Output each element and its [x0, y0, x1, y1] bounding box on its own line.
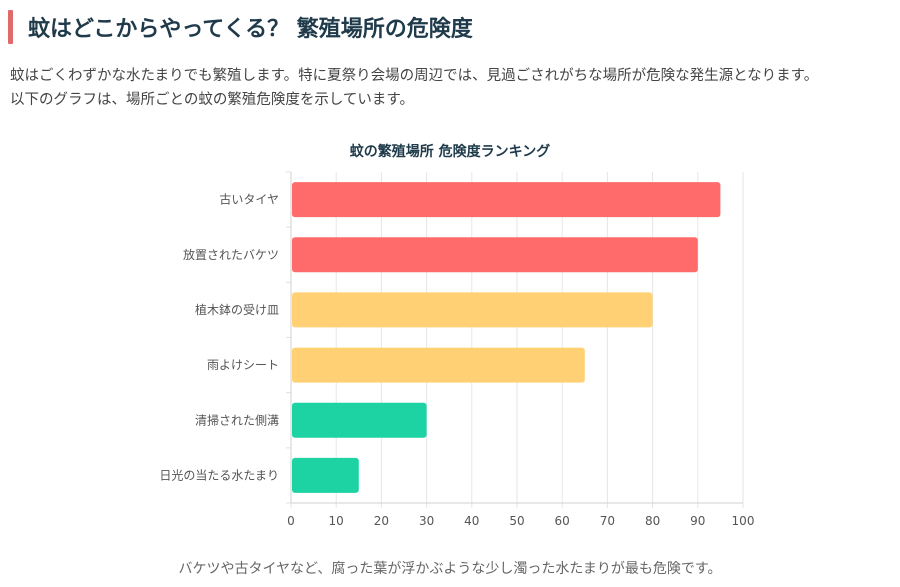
bars [292, 182, 721, 493]
bar-3 [292, 292, 653, 328]
x-tick-label: 100 [732, 514, 755, 528]
x-tick-label: 50 [509, 514, 524, 528]
axes [286, 171, 743, 504]
grid-lines [290, 172, 744, 508]
x-tick-label: 0 [287, 514, 295, 528]
bar-1 [292, 182, 721, 218]
x-tick-label: 70 [600, 514, 615, 528]
x-tick-label: 60 [555, 514, 570, 528]
x-tick-label: 80 [645, 514, 660, 528]
bar-4 [292, 347, 585, 383]
category-label: 放置されたバケツ [183, 247, 279, 262]
category-label: 雨よけシート [207, 358, 279, 372]
bar-5 [292, 402, 427, 438]
chart-caption: バケツや古タイヤなど、腐った葉が浮かぶような少し濁った水たまりが最も危険です。 [178, 561, 722, 577]
page-title: 蚊はどこからやってくる？ 繁殖場所の危険度 [28, 17, 473, 42]
intro-text: 蚊はごくわずかな水たまりでも繁殖します。特に夏祭り会場の周辺では、見過ごされがち… [10, 64, 898, 112]
x-tick-label: 90 [690, 514, 705, 528]
labels: 0 10 20 30 40 50 60 70 80 90 100 古いタイヤ放置されたバケツ植木鉢の受… [159, 192, 754, 528]
bar-6 [292, 457, 359, 493]
x-tick-label: 20 [374, 514, 389, 528]
category-label: 清掃された側溝 [195, 412, 279, 427]
intro-line-1: 蚊はごくわずかな水たまりでも繁殖します。特に夏祭り会場の周辺では、見過ごされがち… [10, 68, 819, 84]
category-label: 古いタイヤ [219, 192, 279, 207]
category-label: 植木鉢の受け皿 [195, 302, 279, 317]
category-label: 日光の当たる水たまり [159, 468, 279, 482]
bar-2 [292, 237, 698, 273]
chart-title: 蚊の繁殖場所 危険度ランキング [349, 144, 551, 160]
x-tick-label: 10 [329, 514, 344, 528]
x-tick-label: 30 [419, 514, 434, 528]
intro-line-2: 以下のグラフは、場所ごとの蚊の繁殖危険度を示しています。 [10, 92, 414, 108]
page-header: 蚊はどこからやってくる？ 繁殖場所の危険度 [8, 10, 473, 44]
title-accent-bar [8, 10, 13, 44]
x-tick-label: 40 [464, 514, 479, 528]
